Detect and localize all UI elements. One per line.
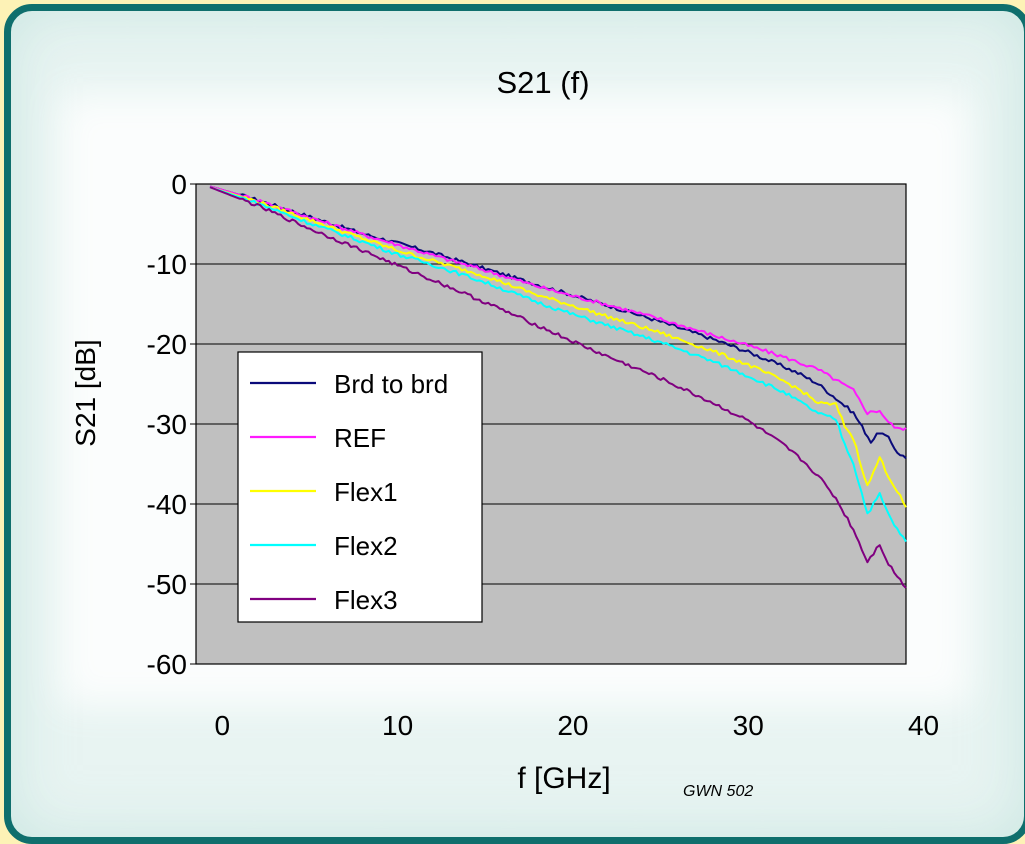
y-tick-label-2: -20 <box>147 329 187 360</box>
series-line-flex1 <box>209 186 907 508</box>
legend-label-3: Flex2 <box>334 531 398 561</box>
legend-label-0: Brd to brd <box>334 369 448 399</box>
y-tick-label-4: -40 <box>147 489 187 520</box>
legend-label-1: REF <box>334 423 386 453</box>
x-tick-label-1: 10 <box>382 710 413 741</box>
y-tick-label-0: 0 <box>171 169 187 200</box>
annotation-label: GWN 502 <box>683 783 753 800</box>
x-tick-label-2: 20 <box>557 710 588 741</box>
legend: Brd to brd REF Flex1 Flex2 Flex3 <box>250 369 448 615</box>
y-tick-label-3: -30 <box>147 409 187 440</box>
legend-label-2: Flex1 <box>334 477 398 507</box>
series-lines <box>209 185 907 589</box>
chart-title: S21 (f) <box>496 65 589 100</box>
legend-box <box>237 351 483 623</box>
y-tick-label-5: -50 <box>147 569 187 600</box>
y-axis-label: S21 [dB] <box>70 339 101 446</box>
legend-label-4: Flex3 <box>334 585 398 615</box>
series-line-ref <box>209 185 907 431</box>
x-tick-label-0: 0 <box>215 710 231 741</box>
series-line-flex3 <box>209 186 907 589</box>
tick-labels: 0 -10 -20 -30 -40 -50 -60 0 10 20 30 40 <box>147 169 940 741</box>
x-axis-label: f [GHz] <box>517 762 610 795</box>
y-tick-label-1: -10 <box>147 249 187 280</box>
x-tick-label-4: 40 <box>908 710 939 741</box>
x-tick-label-3: 30 <box>733 710 764 741</box>
y-tick-label-6: -60 <box>147 649 187 680</box>
series-line-flex2 <box>209 186 907 543</box>
